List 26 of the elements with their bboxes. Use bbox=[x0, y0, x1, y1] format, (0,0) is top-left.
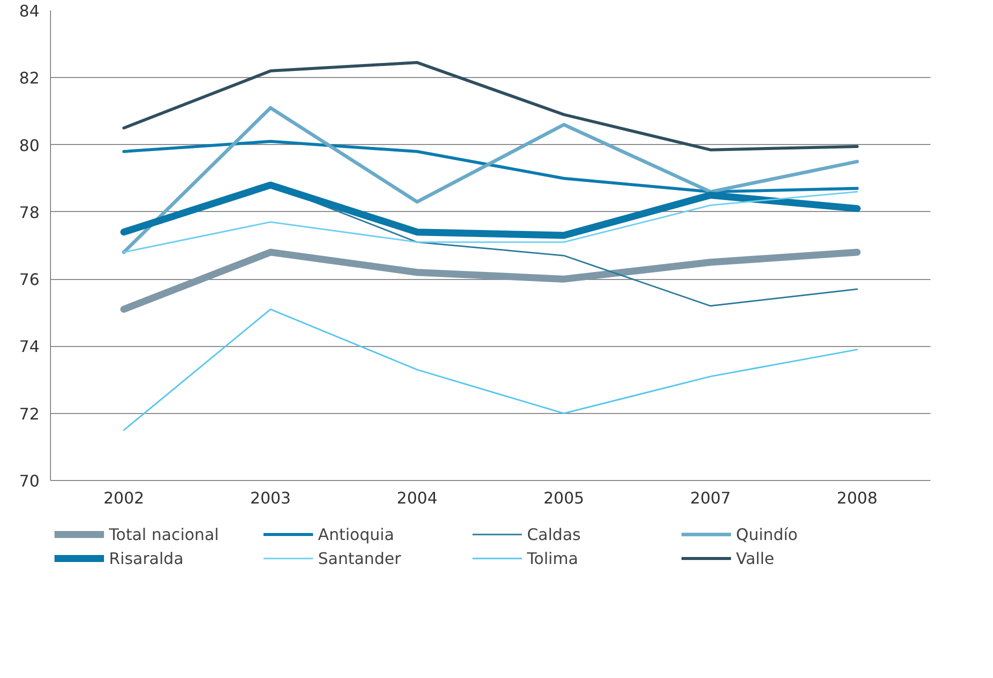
y-tick-label: 76 bbox=[19, 270, 40, 290]
y-tick-label: 80 bbox=[19, 136, 40, 155]
y-tick-label: 82 bbox=[19, 68, 40, 88]
x-tick-label: 2004 bbox=[396, 488, 438, 508]
y-tick-label: 84 bbox=[19, 2, 40, 20]
legend-label: Caldas bbox=[527, 524, 582, 544]
legend-label: Tolima bbox=[527, 548, 580, 568]
x-tick-label: 2002 bbox=[103, 488, 144, 508]
x-tick-label: 2003 bbox=[250, 488, 291, 508]
legend-label: Santander bbox=[318, 548, 402, 568]
x-tick-label: 2007 bbox=[690, 488, 731, 508]
legend-label: Total nacional bbox=[109, 524, 220, 544]
x-tick-label: 2005 bbox=[543, 488, 584, 508]
y-tick-label: 72 bbox=[19, 404, 40, 424]
legend-label: Risaralda bbox=[109, 548, 184, 568]
y-tick-label: 70 bbox=[19, 472, 40, 490]
y-tick-label: 74 bbox=[19, 337, 40, 356]
legend-label: Antioquia bbox=[318, 524, 396, 544]
y-tick-label: 78 bbox=[19, 202, 40, 222]
line-series bbox=[123, 191, 858, 253]
line-series bbox=[122, 106, 859, 254]
legend-label: Valle bbox=[736, 548, 776, 568]
line-series bbox=[122, 61, 859, 152]
line-series bbox=[123, 308, 858, 431]
legend-label: Quindío bbox=[736, 524, 799, 544]
x-tick-label: 2008 bbox=[836, 488, 878, 508]
